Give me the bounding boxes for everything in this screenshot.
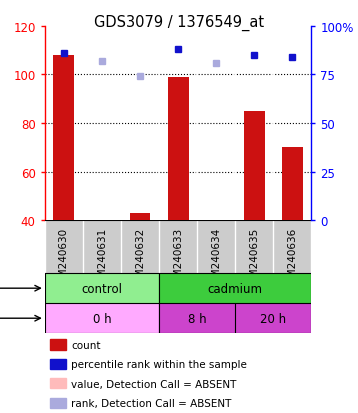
Text: 8 h: 8 h — [188, 312, 207, 325]
Text: GDS3079 / 1376549_at: GDS3079 / 1376549_at — [94, 14, 264, 31]
Text: control: control — [81, 282, 122, 295]
Bar — [235, 304, 311, 333]
Bar — [159, 304, 235, 333]
Text: value, Detection Call = ABSENT: value, Detection Call = ABSENT — [71, 379, 237, 389]
Text: GSM240633: GSM240633 — [173, 227, 183, 290]
Text: GSM240634: GSM240634 — [211, 227, 221, 290]
Text: GSM240631: GSM240631 — [97, 227, 107, 290]
Bar — [130, 214, 150, 221]
Text: rank, Detection Call = ABSENT: rank, Detection Call = ABSENT — [71, 398, 232, 408]
Text: 20 h: 20 h — [260, 312, 286, 325]
Text: 0 h: 0 h — [93, 312, 111, 325]
Text: cadmium: cadmium — [208, 282, 263, 295]
Text: count: count — [71, 340, 101, 350]
Bar — [168, 78, 189, 221]
Bar — [53, 56, 74, 221]
Text: GSM240632: GSM240632 — [135, 227, 145, 290]
Text: GSM240636: GSM240636 — [287, 227, 297, 290]
Bar — [244, 112, 265, 221]
Text: GSM240635: GSM240635 — [249, 227, 259, 290]
Text: percentile rank within the sample: percentile rank within the sample — [71, 359, 247, 369]
Bar — [45, 304, 159, 333]
Text: GSM240630: GSM240630 — [59, 227, 69, 290]
Bar — [50, 378, 66, 389]
Bar — [45, 273, 159, 304]
Bar — [50, 359, 66, 369]
Bar — [50, 398, 66, 408]
Bar — [50, 339, 66, 350]
Bar — [282, 148, 303, 221]
Bar — [159, 273, 311, 304]
